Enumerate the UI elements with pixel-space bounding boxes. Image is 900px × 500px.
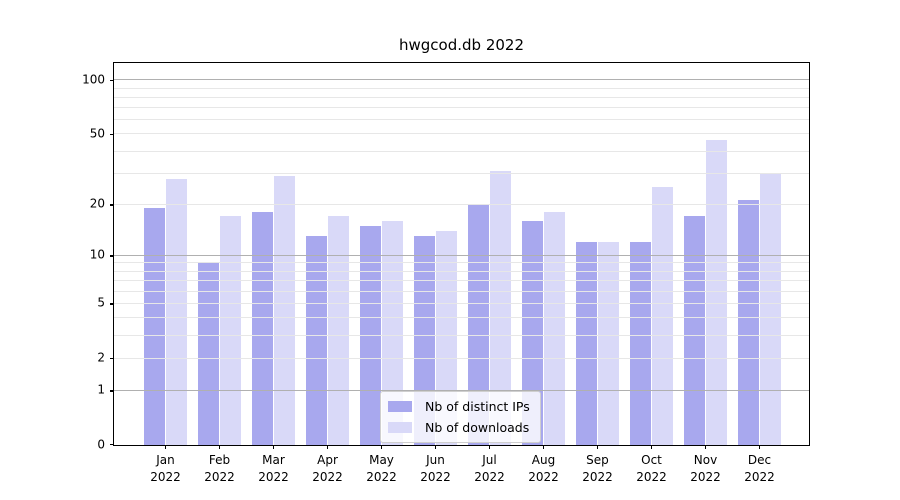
x-tick-mark xyxy=(543,445,545,449)
x-axis-tick-label: Feb 2022 xyxy=(204,453,235,484)
x-axis-tick-label: Jul 2022 xyxy=(474,453,505,484)
x-axis-tick-label: Sep 2022 xyxy=(582,453,613,484)
gridline-minor xyxy=(114,119,809,121)
bar-downloads xyxy=(490,170,511,445)
bar-distinct-ips xyxy=(468,204,489,445)
gridline-minor xyxy=(114,290,809,292)
x-tick-mark xyxy=(381,445,383,449)
bar-distinct-ips xyxy=(522,220,543,445)
y-axis-tick-label: 0 xyxy=(97,437,105,452)
y-axis-tick-label: 20 xyxy=(89,196,105,211)
x-tick-mark xyxy=(651,445,653,449)
x-tick-mark xyxy=(219,445,221,449)
x-tick-mark xyxy=(435,445,437,449)
x-tick-mark xyxy=(489,445,491,449)
y-tick-mark xyxy=(110,204,114,206)
chart-title: hwgcod.db 2022 xyxy=(399,36,524,54)
bar-distinct-ips xyxy=(684,216,705,445)
gridline-minor xyxy=(114,279,809,281)
y-axis-tick-label: 1 xyxy=(97,382,105,397)
legend: Nb of distinct IPs Nb of downloads xyxy=(380,391,541,443)
gridline-major xyxy=(114,254,809,256)
gridline-minor xyxy=(114,203,809,205)
gridline-minor xyxy=(114,133,809,135)
legend-label: Nb of downloads xyxy=(425,420,530,435)
y-axis-tick-label: 50 xyxy=(89,126,105,141)
bar-downloads xyxy=(652,187,673,445)
y-tick-mark xyxy=(110,390,114,392)
gridline-minor xyxy=(114,334,809,336)
gridline-minor xyxy=(114,357,809,359)
bar-distinct-ips xyxy=(630,242,651,445)
bar-downloads xyxy=(598,242,619,445)
x-axis-tick-label: May 2022 xyxy=(366,453,397,484)
bar-distinct-ips xyxy=(198,262,219,445)
legend-swatch-distinct-ips xyxy=(388,401,412,412)
y-tick-mark xyxy=(110,358,114,360)
legend-item: Nb of distinct IPs xyxy=(388,399,530,414)
gridline-minor xyxy=(114,150,809,152)
gridline-minor xyxy=(114,302,809,304)
bar-downloads xyxy=(760,173,781,445)
y-tick-mark xyxy=(110,79,114,82)
x-axis-tick-label: Nov 2022 xyxy=(690,453,721,484)
bar-distinct-ips xyxy=(576,242,597,445)
gridline-minor xyxy=(114,96,809,98)
gridline-minor xyxy=(114,172,809,174)
legend-label: Nb of distinct IPs xyxy=(425,399,530,414)
gridline-minor xyxy=(114,262,809,264)
bar-distinct-ips xyxy=(306,236,327,445)
x-tick-mark xyxy=(165,445,167,449)
gridline-minor xyxy=(114,107,809,109)
legend-item: Nb of downloads xyxy=(388,420,530,435)
bar-downloads xyxy=(328,216,349,445)
x-tick-mark xyxy=(273,445,275,449)
bar-downloads xyxy=(706,140,727,445)
x-tick-mark xyxy=(759,445,761,449)
bar-downloads xyxy=(274,175,295,445)
y-axis-tick-label: 100 xyxy=(82,72,105,87)
x-axis-tick-label: Apr 2022 xyxy=(312,453,343,484)
gridline-major xyxy=(114,389,809,391)
y-tick-mark xyxy=(110,255,114,257)
gridline-minor xyxy=(114,317,809,319)
y-tick-mark xyxy=(110,133,114,136)
y-tick-mark xyxy=(110,303,114,305)
bar-distinct-ips xyxy=(738,200,759,445)
x-axis-tick-label: Jan 2022 xyxy=(150,453,181,484)
x-axis-tick-label: Dec 2022 xyxy=(744,453,775,484)
y-axis-tick-label: 10 xyxy=(89,248,105,263)
bar-distinct-ips xyxy=(144,207,165,445)
y-axis-tick-label: 2 xyxy=(97,350,105,365)
x-tick-mark xyxy=(705,445,707,449)
x-axis-tick-label: Mar 2022 xyxy=(258,453,289,484)
legend-swatch-downloads xyxy=(388,422,412,433)
x-axis-tick-label: Oct 2022 xyxy=(636,453,667,484)
y-tick-mark xyxy=(110,443,114,445)
gridline-minor xyxy=(114,87,809,89)
gridline-major xyxy=(114,79,809,81)
x-tick-mark xyxy=(597,445,599,449)
plot-area: Jan 2022 Feb 2022 Mar 2022 Apr 2022 May 2022… xyxy=(82,62,810,484)
gridline-minor xyxy=(114,270,809,272)
x-axis-tick-label: Jun 2022 xyxy=(420,453,451,484)
bar-downloads xyxy=(166,178,187,445)
bar-downloads xyxy=(220,216,241,445)
x-axis-tick-label: Aug 2022 xyxy=(528,453,559,484)
y-axis-tick-label: 5 xyxy=(97,295,105,310)
x-tick-mark xyxy=(327,445,329,449)
bar-distinct-ips xyxy=(252,212,273,445)
bar-downloads xyxy=(382,220,403,445)
bar-downloads xyxy=(544,212,565,445)
